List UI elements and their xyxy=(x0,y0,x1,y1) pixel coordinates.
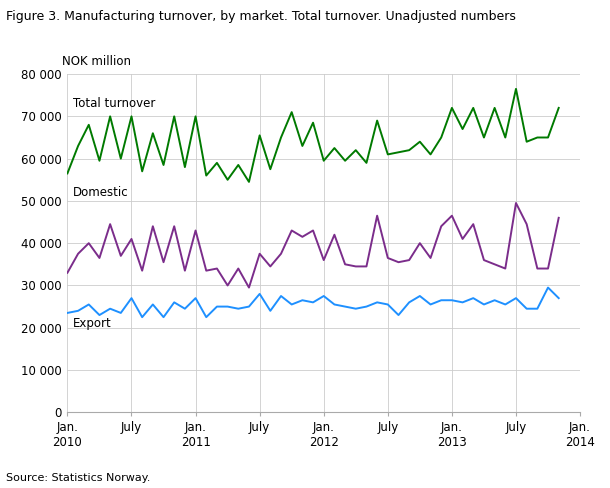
Text: Figure 3. Manufacturing turnover, by market. Total turnover. Unadjusted numbers: Figure 3. Manufacturing turnover, by mar… xyxy=(6,10,516,23)
Text: Domestic: Domestic xyxy=(73,186,128,199)
Text: NOK million: NOK million xyxy=(62,55,131,68)
Text: Source: Statistics Norway.: Source: Statistics Norway. xyxy=(6,473,151,483)
Text: Export: Export xyxy=(73,317,112,330)
Text: Total turnover: Total turnover xyxy=(73,97,155,110)
